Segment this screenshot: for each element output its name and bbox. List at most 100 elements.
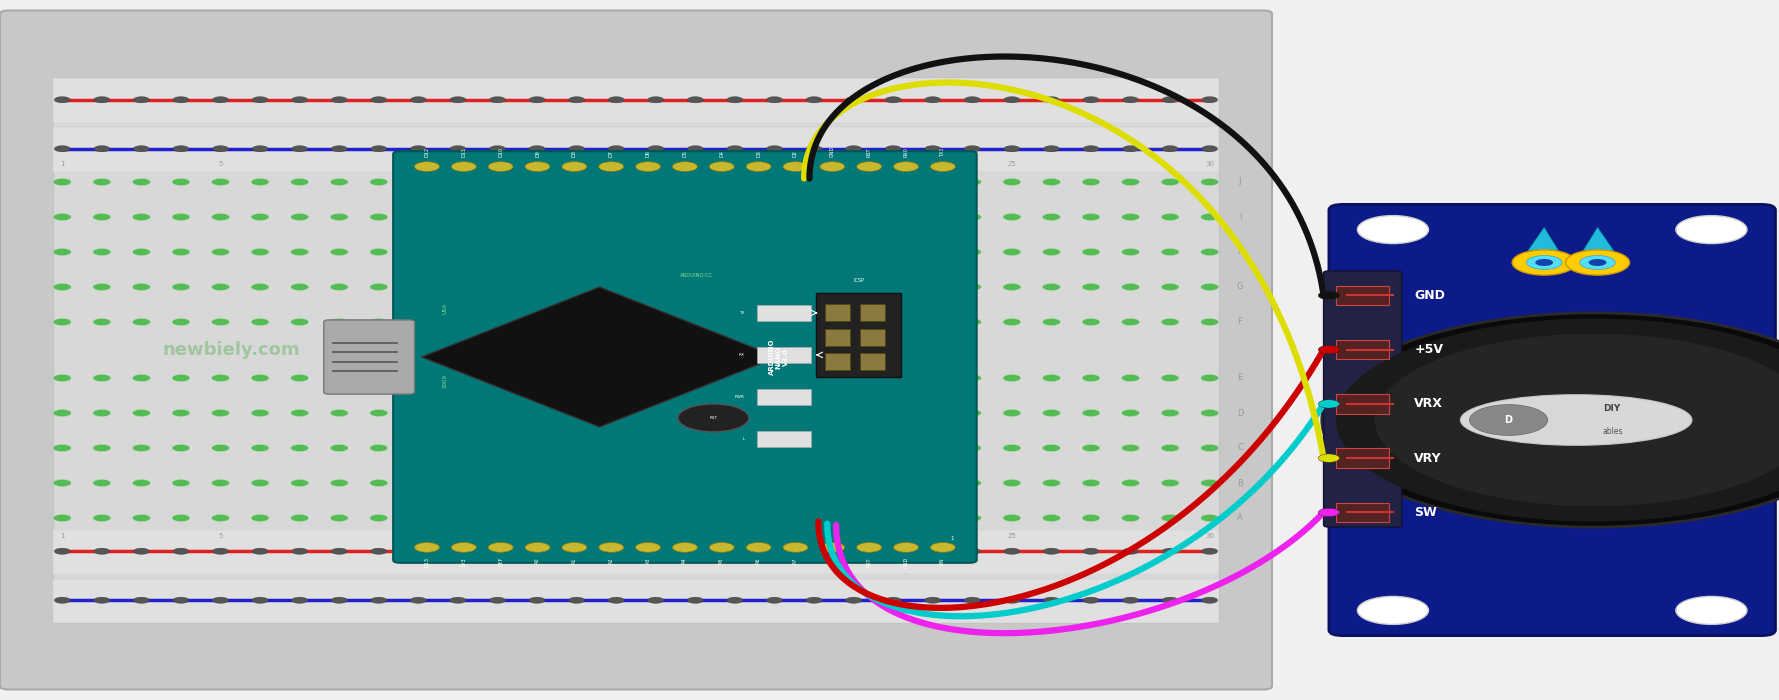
Circle shape bbox=[53, 597, 69, 603]
Circle shape bbox=[884, 284, 902, 290]
Circle shape bbox=[648, 146, 664, 152]
Circle shape bbox=[448, 410, 466, 416]
Circle shape bbox=[528, 374, 546, 382]
Text: A1: A1 bbox=[571, 557, 576, 564]
Circle shape bbox=[370, 514, 388, 522]
Circle shape bbox=[1201, 597, 1217, 603]
Text: E: E bbox=[1238, 374, 1242, 382]
Circle shape bbox=[1123, 318, 1140, 326]
Circle shape bbox=[528, 318, 546, 326]
Circle shape bbox=[687, 480, 704, 486]
Circle shape bbox=[290, 410, 308, 416]
Circle shape bbox=[884, 410, 902, 416]
Text: D5: D5 bbox=[683, 150, 687, 157]
Circle shape bbox=[1042, 444, 1060, 452]
Circle shape bbox=[173, 146, 189, 152]
Circle shape bbox=[765, 318, 783, 326]
Circle shape bbox=[1162, 97, 1178, 103]
Circle shape bbox=[1003, 178, 1021, 186]
Text: RX: RX bbox=[738, 353, 745, 357]
Circle shape bbox=[923, 444, 941, 452]
Circle shape bbox=[745, 542, 770, 552]
Text: D7: D7 bbox=[608, 150, 614, 157]
Text: REF: REF bbox=[498, 557, 503, 566]
Circle shape bbox=[886, 597, 902, 603]
Circle shape bbox=[528, 284, 546, 290]
Circle shape bbox=[212, 480, 229, 486]
Text: 15: 15 bbox=[612, 533, 621, 538]
Circle shape bbox=[415, 162, 439, 172]
Text: A2: A2 bbox=[608, 557, 614, 564]
Circle shape bbox=[1042, 410, 1060, 416]
Circle shape bbox=[923, 318, 941, 326]
Circle shape bbox=[1201, 444, 1219, 452]
Text: VIN: VIN bbox=[941, 557, 945, 566]
Circle shape bbox=[767, 548, 783, 554]
Circle shape bbox=[1162, 548, 1178, 554]
Circle shape bbox=[93, 178, 110, 186]
Circle shape bbox=[290, 248, 308, 256]
Circle shape bbox=[251, 284, 269, 290]
Circle shape bbox=[607, 248, 624, 256]
Circle shape bbox=[448, 318, 466, 326]
Text: D3: D3 bbox=[756, 150, 761, 157]
Polygon shape bbox=[1583, 228, 1614, 251]
Circle shape bbox=[1162, 318, 1179, 326]
Circle shape bbox=[370, 284, 388, 290]
Circle shape bbox=[93, 480, 110, 486]
Text: ICSP: ICSP bbox=[854, 278, 865, 283]
Circle shape bbox=[923, 374, 941, 382]
Bar bbox=[817, 293, 902, 377]
Circle shape bbox=[1162, 248, 1179, 256]
Circle shape bbox=[765, 248, 783, 256]
Text: F: F bbox=[1238, 318, 1242, 326]
Circle shape bbox=[806, 146, 822, 152]
Text: RST: RST bbox=[710, 416, 717, 420]
Circle shape bbox=[607, 410, 624, 416]
Bar bbox=[861, 354, 886, 370]
Circle shape bbox=[806, 248, 824, 256]
Circle shape bbox=[845, 214, 863, 220]
Circle shape bbox=[411, 597, 427, 603]
Circle shape bbox=[251, 444, 269, 452]
Circle shape bbox=[132, 214, 149, 220]
Text: newbiely.com: newbiely.com bbox=[162, 341, 301, 359]
Circle shape bbox=[806, 514, 824, 522]
Circle shape bbox=[448, 514, 466, 522]
Circle shape bbox=[292, 97, 308, 103]
Circle shape bbox=[845, 444, 863, 452]
Circle shape bbox=[132, 514, 149, 522]
Circle shape bbox=[1375, 334, 1779, 506]
Circle shape bbox=[528, 248, 546, 256]
Circle shape bbox=[1082, 374, 1099, 382]
Bar bbox=[1336, 286, 1389, 305]
Circle shape bbox=[648, 214, 665, 220]
Circle shape bbox=[409, 514, 427, 522]
Text: D11: D11 bbox=[461, 147, 466, 157]
Circle shape bbox=[678, 404, 749, 432]
Circle shape bbox=[1042, 248, 1060, 256]
Circle shape bbox=[607, 374, 624, 382]
Circle shape bbox=[331, 410, 349, 416]
Circle shape bbox=[331, 214, 349, 220]
Text: TX: TX bbox=[738, 311, 745, 315]
Polygon shape bbox=[1528, 228, 1558, 251]
Circle shape bbox=[292, 548, 308, 554]
Circle shape bbox=[607, 178, 624, 186]
Circle shape bbox=[93, 444, 110, 452]
Circle shape bbox=[648, 444, 665, 452]
Circle shape bbox=[845, 548, 861, 554]
Circle shape bbox=[53, 248, 71, 256]
Circle shape bbox=[923, 514, 941, 522]
Text: D12: D12 bbox=[425, 147, 429, 157]
Circle shape bbox=[528, 514, 546, 522]
Circle shape bbox=[687, 248, 704, 256]
Circle shape bbox=[1123, 480, 1140, 486]
Circle shape bbox=[1357, 216, 1429, 244]
Circle shape bbox=[964, 97, 980, 103]
Circle shape bbox=[1162, 374, 1179, 382]
Circle shape bbox=[607, 514, 624, 522]
Circle shape bbox=[964, 214, 982, 220]
Circle shape bbox=[806, 97, 822, 103]
Text: +5V: +5V bbox=[1414, 343, 1443, 356]
